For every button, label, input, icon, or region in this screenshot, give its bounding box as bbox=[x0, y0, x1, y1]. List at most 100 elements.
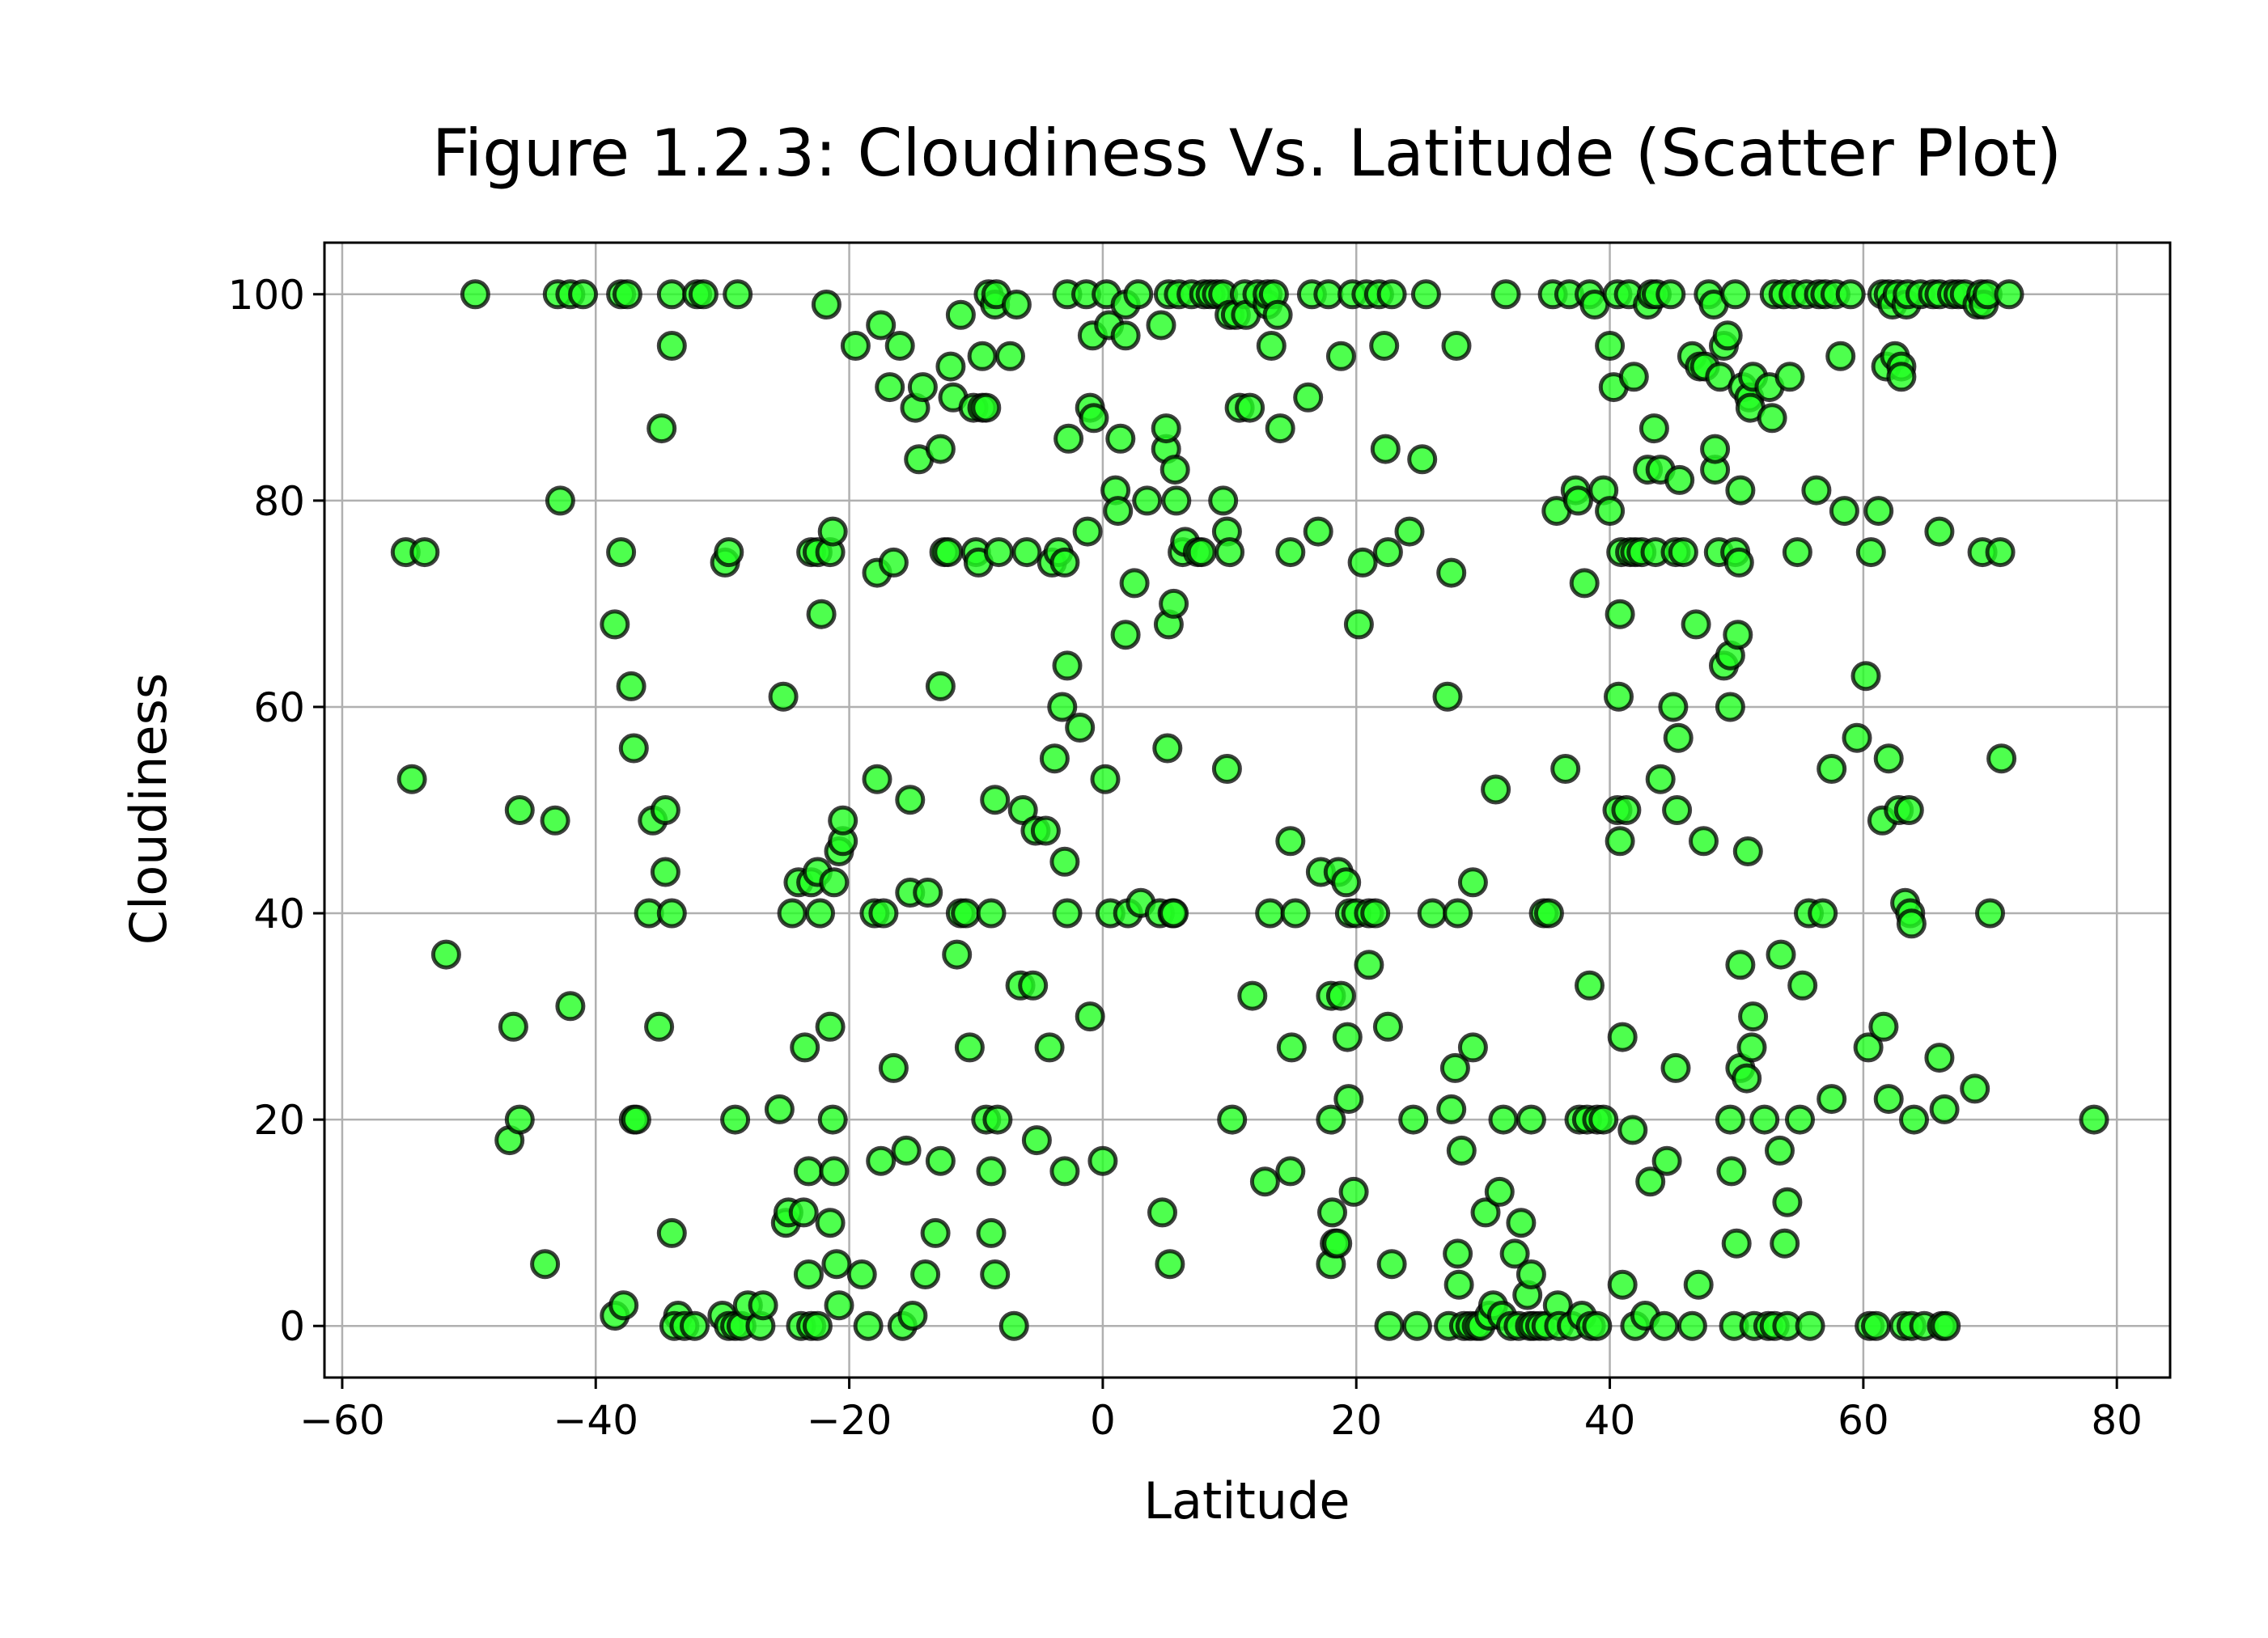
data-point bbox=[1668, 537, 1698, 568]
data-point bbox=[1376, 279, 1407, 310]
data-point bbox=[555, 991, 586, 1022]
data-point bbox=[951, 898, 981, 929]
data-point bbox=[1700, 434, 1731, 464]
data-point bbox=[1155, 1249, 1185, 1280]
data-point bbox=[1325, 341, 1356, 371]
data-point bbox=[942, 939, 973, 970]
data-point bbox=[504, 795, 535, 825]
data-point bbox=[618, 733, 649, 764]
data-point bbox=[1217, 1104, 1248, 1135]
data-point bbox=[1677, 1310, 1707, 1341]
data-point bbox=[1658, 692, 1689, 722]
data-point bbox=[1588, 1104, 1619, 1135]
data-point bbox=[878, 1052, 909, 1083]
data-point bbox=[616, 671, 646, 701]
data-point bbox=[971, 392, 1002, 423]
data-point bbox=[1470, 1197, 1501, 1228]
data-point bbox=[790, 1032, 820, 1063]
data-point bbox=[1354, 950, 1384, 980]
data-point bbox=[1401, 1310, 1432, 1341]
data-point bbox=[811, 290, 841, 320]
data-point bbox=[1664, 464, 1695, 495]
data-point bbox=[1772, 1187, 1803, 1217]
data-point bbox=[1749, 1104, 1780, 1135]
data-point bbox=[1873, 743, 1904, 774]
data-point bbox=[806, 599, 837, 629]
data-point bbox=[1331, 867, 1362, 898]
data-point bbox=[983, 537, 1014, 568]
data-point bbox=[875, 372, 905, 403]
data-point bbox=[656, 331, 687, 361]
data-point bbox=[976, 1156, 1007, 1187]
data-point bbox=[1316, 1104, 1346, 1135]
data-point bbox=[1152, 733, 1183, 764]
data-point bbox=[1374, 1310, 1405, 1341]
data-point bbox=[1047, 692, 1078, 722]
data-point bbox=[925, 671, 956, 701]
data-point bbox=[1049, 1156, 1080, 1187]
data-point bbox=[1931, 1310, 1961, 1341]
data-point bbox=[1276, 1032, 1307, 1063]
data-point bbox=[1398, 1104, 1429, 1135]
data-point bbox=[680, 1310, 710, 1341]
data-point bbox=[1929, 1094, 1960, 1124]
data-point bbox=[1235, 392, 1265, 423]
data-point bbox=[1049, 547, 1080, 578]
data-point bbox=[1001, 290, 1032, 320]
data-point bbox=[1481, 774, 1511, 805]
data-point bbox=[650, 795, 680, 825]
data-point bbox=[1394, 516, 1425, 547]
data-point bbox=[1817, 754, 1847, 784]
data-point bbox=[976, 898, 1007, 929]
data-point bbox=[1030, 815, 1061, 846]
data-point bbox=[815, 1208, 846, 1238]
data-point bbox=[1617, 1115, 1648, 1145]
data-point bbox=[1376, 1249, 1407, 1280]
data-point bbox=[1249, 1166, 1280, 1197]
data-point bbox=[1432, 681, 1463, 712]
data-point bbox=[568, 279, 599, 310]
data-point bbox=[600, 609, 630, 640]
data-point bbox=[878, 547, 909, 578]
data-point bbox=[777, 898, 808, 929]
data-point bbox=[1595, 331, 1626, 361]
data-point bbox=[1119, 568, 1150, 599]
data-point bbox=[1265, 413, 1295, 444]
data-point bbox=[1087, 1145, 1118, 1176]
data-point bbox=[982, 1104, 1013, 1135]
data-point bbox=[1785, 1104, 1815, 1135]
data-point bbox=[793, 1156, 824, 1187]
data-point bbox=[1516, 1104, 1546, 1135]
data-point bbox=[817, 516, 848, 547]
data-point bbox=[1436, 557, 1467, 588]
plot-frame bbox=[323, 241, 2172, 1379]
data-point bbox=[1369, 331, 1400, 361]
data-point bbox=[817, 1104, 848, 1135]
data-point bbox=[1757, 403, 1787, 434]
data-point bbox=[1151, 413, 1181, 444]
data-point bbox=[1325, 980, 1356, 1011]
data-point bbox=[1683, 1269, 1714, 1300]
y-tick-label: 80 bbox=[253, 478, 305, 525]
data-point bbox=[868, 898, 899, 929]
data-point bbox=[1343, 609, 1374, 640]
data-point bbox=[925, 434, 956, 464]
data-point bbox=[1407, 444, 1438, 475]
data-point bbox=[866, 310, 897, 341]
data-point bbox=[1607, 1269, 1638, 1300]
y-tick-label: 0 bbox=[279, 1303, 305, 1350]
data-point bbox=[1660, 1052, 1691, 1083]
data-point bbox=[1161, 485, 1192, 516]
data-point bbox=[1441, 331, 1472, 361]
data-point bbox=[1732, 1063, 1762, 1094]
x-tick-label: −40 bbox=[553, 1397, 638, 1444]
data-point bbox=[1766, 939, 1796, 970]
data-point bbox=[656, 898, 687, 929]
data-point bbox=[1829, 496, 1859, 527]
axis-ticks: −60 −40 −20 0 20 40 60 80 0 20 40 60 80 100 bbox=[228, 272, 2143, 1444]
data-point bbox=[1662, 795, 1693, 825]
data-point bbox=[1861, 1310, 1891, 1341]
data-point bbox=[1716, 1156, 1747, 1187]
